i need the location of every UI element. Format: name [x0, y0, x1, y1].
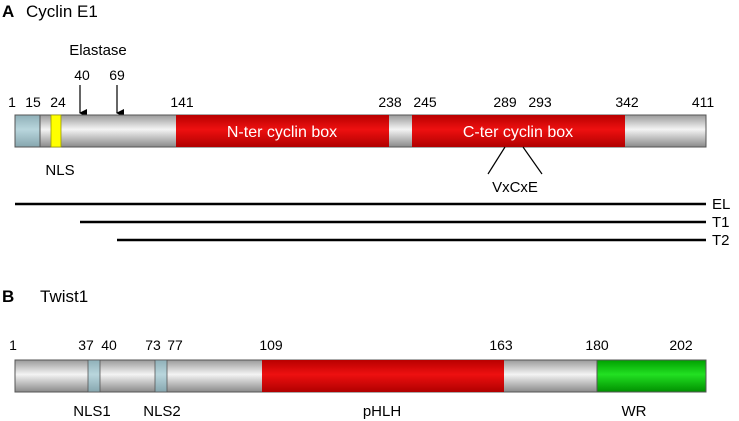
pos-a-245: 245	[413, 94, 437, 110]
pos-a-289: 289	[493, 94, 517, 110]
nls-label: NLS	[45, 162, 74, 179]
nls-segment-blue	[14, 114, 41, 148]
pos-b-1: 1	[9, 337, 17, 353]
cyclin-e1-bar: N-ter cyclin box C-ter cyclin box	[14, 114, 707, 148]
pos-b-73: 73	[145, 337, 161, 353]
twist1-bar	[14, 359, 707, 393]
panel-a-letter: A	[2, 2, 14, 21]
pos-a-1: 1	[8, 94, 16, 110]
pos-b-77: 77	[167, 337, 183, 353]
pos-b-180: 180	[585, 337, 609, 353]
pos-b-37: 37	[78, 337, 94, 353]
c-ter-cyclin-box-label: C-ter cyclin box	[463, 124, 573, 141]
pos-b-40: 40	[101, 337, 117, 353]
nls-segment-yellow	[50, 114, 62, 148]
fragment-t1-label: T1	[712, 214, 730, 231]
elastase-label: Elastase	[69, 42, 127, 59]
nls1-segment	[87, 359, 101, 393]
nls2-label: NLS2	[143, 403, 181, 420]
n-ter-cyclin-box-label: N-ter cyclin box	[227, 124, 337, 141]
pos-b-109: 109	[259, 337, 283, 353]
wr-label: WR	[622, 403, 647, 420]
pos-a-141: 141	[170, 94, 194, 110]
fragment-t2-label: T2	[712, 232, 730, 249]
n-ter-cyclin-box	[176, 115, 389, 147]
panel-b-title: Twist1	[40, 287, 88, 306]
pos-a-293: 293	[528, 94, 552, 110]
motif-line-left	[487, 146, 506, 175]
pos-a-24: 24	[50, 94, 66, 110]
pos-a-238: 238	[378, 94, 402, 110]
c-ter-cyclin-box	[412, 115, 625, 147]
panel-b-letter: B	[2, 287, 14, 306]
pos-b-163: 163	[489, 337, 513, 353]
phlh-label: pHLH	[363, 403, 401, 420]
phlh-domain	[262, 360, 504, 392]
nls2-segment	[154, 359, 168, 393]
vxcxe-motif-label: VxCxE	[492, 179, 538, 196]
cleavage-site-40: 40	[74, 67, 90, 83]
pos-a-15: 15	[25, 94, 41, 110]
fragment-el-label: EL	[712, 196, 730, 213]
pos-b-202: 202	[669, 337, 693, 353]
pos-a-342: 342	[615, 94, 639, 110]
motif-line-right	[522, 146, 543, 175]
wr-domain	[596, 359, 707, 393]
nls1-label: NLS1	[73, 403, 111, 420]
pos-a-411: 411	[692, 94, 715, 110]
cleavage-site-69: 69	[109, 67, 125, 83]
panel-a-title: Cyclin E1	[26, 2, 98, 21]
